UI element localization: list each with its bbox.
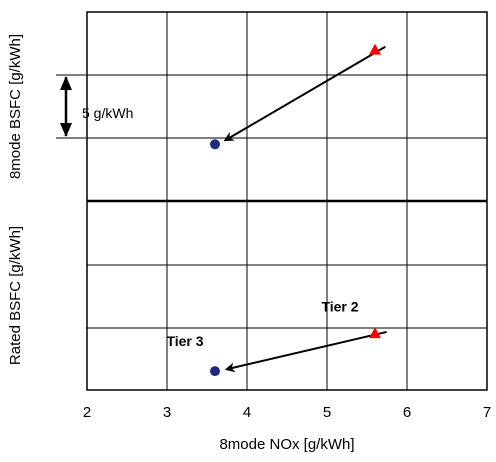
x-tick-label: 3 — [163, 404, 171, 421]
plot-frame — [86, 11, 488, 391]
x-axis-title: 8mode NOx [g/kWh] — [219, 436, 354, 453]
x-tick-label: 5 — [323, 404, 331, 421]
x-tick-label: 7 — [483, 404, 491, 421]
y-axis-title: Rated BSFC [g/kWh] — [7, 226, 24, 365]
series-label: Tier 2 — [321, 298, 358, 314]
series-label: Tier 3 — [166, 333, 203, 349]
annotations: 5 g/kWh — [56, 74, 133, 139]
x-tick-label: 2 — [83, 404, 91, 421]
y-axis-title: 8mode BSFC [g/kWh] — [7, 34, 24, 179]
scale-annotation-label: 5 g/kWh — [82, 105, 133, 121]
x-tick-label: 4 — [243, 404, 251, 421]
data-point-triangle — [369, 43, 381, 55]
trend-arrow — [223, 45, 386, 142]
data-point-circle — [210, 139, 220, 150]
data-point-triangle — [369, 327, 381, 339]
data-marks: Tier 2 Tier 3 — [166, 43, 387, 377]
scale-arrow-up-icon — [60, 76, 72, 90]
data-point-circle — [210, 366, 220, 377]
x-tick-label: 6 — [403, 404, 411, 421]
trend-arrow — [224, 330, 387, 373]
scale-arrow-down-icon — [60, 123, 72, 137]
axis-text: 2 3 4 5 6 7 8mode NOx [g/kWh] 8mode BSFC [g/kWh… — [7, 34, 491, 453]
